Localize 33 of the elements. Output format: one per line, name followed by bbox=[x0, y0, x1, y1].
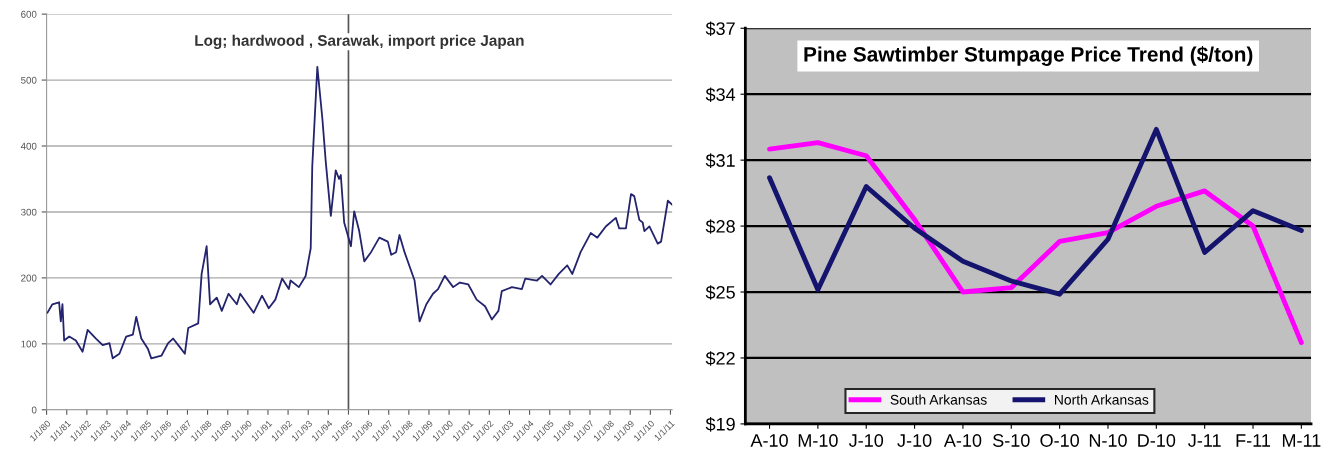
x-tick-label: O-10 bbox=[1040, 434, 1079, 447]
x-tick-label: S-10 bbox=[993, 434, 1030, 447]
text: Pine Sawtimber Stumpage Price Trend ($/ton) bbox=[804, 46, 1253, 66]
y-tick-label: $28 bbox=[705, 219, 735, 234]
x-tick-label: N-10 bbox=[1089, 434, 1127, 447]
x-tick-label: A-10 bbox=[943, 434, 982, 447]
y-tick-label: 600 bbox=[21, 10, 37, 18]
text: Log; hardwood , Sarawak, import price Japan bbox=[195, 34, 524, 49]
y-tick-label: 200 bbox=[21, 274, 37, 282]
legend-label: North Arkansas bbox=[1055, 394, 1149, 405]
y-tick-label: 500 bbox=[21, 76, 37, 84]
y-tick-label: $19 bbox=[705, 417, 735, 432]
line-series bbox=[767, 126, 1304, 297]
line-series bbox=[767, 140, 1304, 345]
y-tick-label: 100 bbox=[21, 340, 37, 348]
y-tick-label: $25 bbox=[705, 285, 735, 300]
x-tick-label: J-11 bbox=[1188, 434, 1221, 447]
x-tick-label: J-10 bbox=[897, 434, 932, 447]
x-tick-label: M-10 bbox=[798, 434, 838, 447]
x-tick-label: F-11 bbox=[1236, 434, 1271, 447]
y-tick-label: $22 bbox=[705, 351, 735, 366]
x-tick-label: D-10 bbox=[1138, 434, 1176, 447]
y-tick-label: 0 bbox=[31, 406, 37, 414]
y-tick-label: $31 bbox=[705, 153, 735, 168]
x-tick-label: J-10 bbox=[848, 434, 884, 447]
legend-label: South Arkansas bbox=[890, 394, 987, 405]
x-tick-label: M-11 bbox=[1282, 434, 1321, 447]
y-tick-label: 300 bbox=[21, 208, 37, 216]
y-tick-label: 400 bbox=[20, 142, 37, 150]
line-series bbox=[46, 65, 673, 360]
y-tick-label: $37 bbox=[705, 21, 735, 37]
x-tick-label: A-10 bbox=[750, 434, 788, 447]
y-tick-label: $34 bbox=[705, 87, 736, 102]
